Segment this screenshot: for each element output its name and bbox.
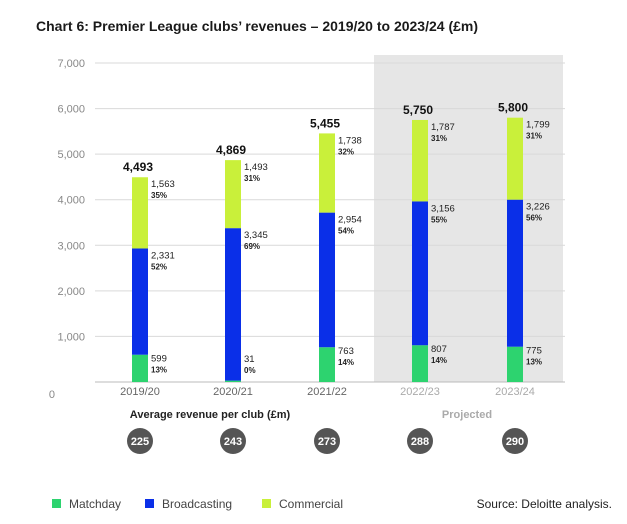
segment-percent-label: 14% bbox=[338, 358, 354, 367]
legend-label: Matchday bbox=[69, 497, 121, 511]
y-tick-label: 5,000 bbox=[57, 149, 85, 161]
avg-revenue-value: 273 bbox=[318, 436, 336, 448]
segment-value-label: 775 bbox=[526, 346, 542, 357]
x-tick-label: 2021/22 bbox=[307, 386, 347, 398]
bar-total-label: 5,750 bbox=[403, 103, 433, 117]
chart-title: Chart 6: Premier League clubs’ revenues … bbox=[36, 18, 478, 34]
projected-band bbox=[374, 55, 563, 382]
legend-swatch bbox=[145, 499, 154, 508]
projected-label: Projected bbox=[442, 409, 492, 421]
y-tick-label: 7,000 bbox=[57, 58, 85, 70]
segment-percent-label: 0% bbox=[244, 366, 256, 375]
segment-value-label: 599 bbox=[151, 354, 167, 365]
x-tick-label: 2020/21 bbox=[213, 386, 253, 398]
legend-swatch bbox=[52, 499, 61, 508]
bar-matchday bbox=[225, 380, 241, 382]
bar-broadcasting bbox=[319, 212, 335, 348]
bar-total-label: 5,800 bbox=[498, 101, 528, 115]
segment-value-label: 1,493 bbox=[244, 162, 268, 173]
bar-total-label: 5,455 bbox=[310, 116, 340, 130]
bar-matchday bbox=[132, 354, 148, 382]
bar-commercial bbox=[507, 117, 523, 200]
legend-label: Commercial bbox=[279, 497, 343, 511]
segment-percent-label: 14% bbox=[431, 356, 447, 365]
segment-percent-label: 54% bbox=[338, 227, 354, 236]
segment-value-label: 1,563 bbox=[151, 179, 175, 190]
segment-percent-label: 32% bbox=[338, 147, 354, 156]
legend-label: Broadcasting bbox=[162, 497, 232, 511]
avg-revenue-circle bbox=[407, 428, 433, 454]
bar-broadcasting bbox=[507, 199, 523, 347]
legend-swatch bbox=[262, 499, 271, 508]
y-tick-label: 1,000 bbox=[57, 331, 85, 343]
segment-value-label: 763 bbox=[338, 346, 354, 357]
avg-revenue-value: 243 bbox=[224, 436, 242, 448]
segment-percent-label: 35% bbox=[151, 191, 167, 200]
avg-revenue-value: 288 bbox=[411, 436, 429, 448]
bar-matchday bbox=[412, 345, 428, 382]
y-tick-label: 2,000 bbox=[57, 286, 85, 298]
bar-total-label: 4,869 bbox=[216, 143, 246, 157]
avg-revenue-value: 225 bbox=[131, 436, 149, 448]
segment-value-label: 1,738 bbox=[338, 135, 362, 146]
y-tick-label: 6,000 bbox=[57, 104, 85, 116]
segment-percent-label: 31% bbox=[244, 174, 260, 183]
segment-percent-label: 56% bbox=[526, 214, 542, 223]
bar-broadcasting bbox=[225, 228, 241, 381]
segment-value-label: 2,331 bbox=[151, 250, 175, 261]
source-note: Source: Deloitte analysis. bbox=[477, 497, 612, 511]
segment-percent-label: 52% bbox=[151, 262, 167, 271]
y-tick-label: 0 bbox=[49, 389, 55, 401]
bar-commercial bbox=[132, 177, 148, 249]
segment-percent-label: 31% bbox=[526, 132, 542, 141]
bar-commercial bbox=[412, 119, 428, 202]
bar-total-label: 4,493 bbox=[123, 160, 153, 174]
avg-revenue-heading: Average revenue per club (£m) bbox=[130, 409, 291, 421]
bar-commercial bbox=[319, 133, 335, 213]
segment-value-label: 1,787 bbox=[431, 122, 455, 133]
y-tick-label: 4,000 bbox=[57, 195, 85, 207]
segment-value-label: 31 bbox=[244, 354, 255, 365]
bar-broadcasting bbox=[132, 248, 148, 355]
avg-revenue-circle bbox=[220, 428, 246, 454]
avg-revenue-value: 290 bbox=[506, 436, 524, 448]
bar-matchday bbox=[507, 346, 523, 382]
segment-percent-label: 13% bbox=[526, 358, 542, 367]
avg-revenue-circle bbox=[127, 428, 153, 454]
x-tick-label: 2019/20 bbox=[120, 386, 160, 398]
x-tick-label: 2022/23 bbox=[400, 386, 440, 398]
segment-value-label: 3,345 bbox=[244, 230, 268, 241]
avg-revenue-circle bbox=[502, 428, 528, 454]
segment-percent-label: 13% bbox=[151, 366, 167, 375]
segment-value-label: 807 bbox=[431, 344, 447, 355]
segment-value-label: 3,156 bbox=[431, 203, 455, 214]
segment-percent-label: 55% bbox=[431, 215, 447, 224]
bar-matchday bbox=[319, 347, 335, 382]
bar-broadcasting bbox=[412, 201, 428, 346]
bar-commercial bbox=[225, 160, 241, 229]
x-tick-label: 2023/24 bbox=[495, 386, 535, 398]
y-tick-label: 3,000 bbox=[57, 240, 85, 252]
segment-value-label: 3,226 bbox=[526, 202, 550, 213]
segment-value-label: 1,799 bbox=[526, 120, 550, 131]
segment-value-label: 2,954 bbox=[338, 215, 362, 226]
segment-percent-label: 31% bbox=[431, 134, 447, 143]
avg-revenue-circle bbox=[314, 428, 340, 454]
segment-percent-label: 69% bbox=[244, 242, 260, 251]
